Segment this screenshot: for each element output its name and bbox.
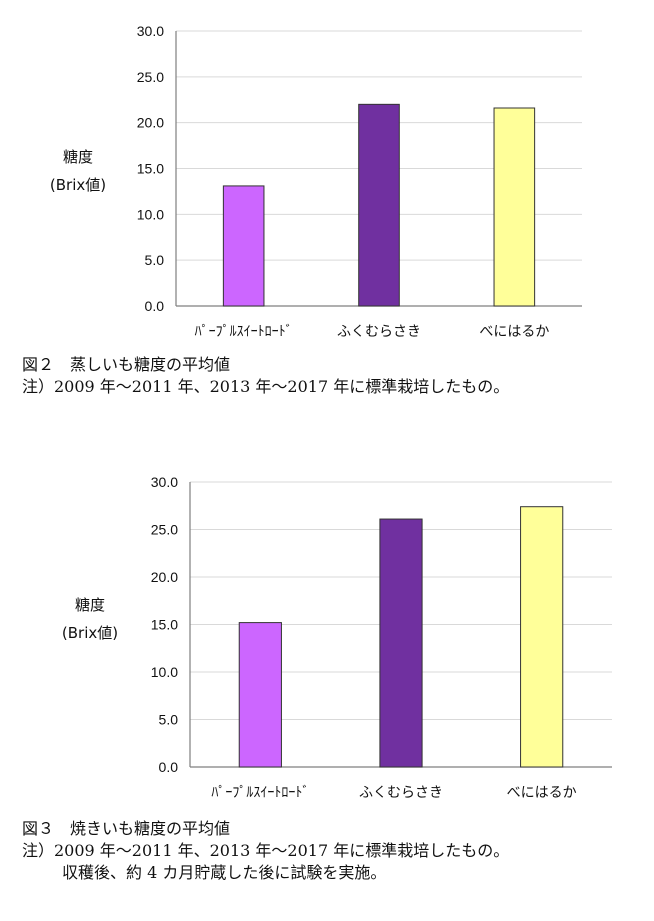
y-tick-label: 15.0 [151, 617, 178, 633]
bar-3 [520, 506, 564, 768]
y-tick-label: 30.0 [151, 474, 178, 490]
y-tick-label: 20.0 [151, 569, 178, 585]
chart-steamed-sugar: 0.0 5.0 10.0 15.0 20.0 25.0 30.0 糖度 (Brix値) ﾊﾟｰﾌﾟ… [50, 23, 582, 340]
figure3-title: 焼きいも糖度の平均値 [70, 819, 231, 838]
figure3-note-1: 注）2009 年～2011 年、2013 年～2017 年に標準栽培したもの。 [22, 841, 510, 860]
figure3-note-2: 収穫後、約 4 カ月貯蔵した後に試験を実施。 [62, 863, 387, 882]
figure3-caption: 図３ 焼きいも糖度の平均値 注）2009 年～2011 年、2013 年～201… [22, 818, 509, 884]
y-axis-label: 糖度 [63, 148, 93, 166]
y-axis-label: 糖度 [75, 596, 105, 614]
x-category-label: ふくむらさき [359, 785, 443, 801]
x-category-label: べにはるか [479, 324, 549, 340]
figure2-caption: 図２ 蒸しいも糖度の平均値 注）2009 年～2011 年、2013 年～201… [22, 354, 509, 398]
y-tick-label: 25.0 [151, 522, 178, 538]
y-tick-label: 0.0 [159, 759, 179, 775]
y-tick-label: 30.0 [137, 23, 164, 39]
y-tick-label: 15.0 [137, 161, 164, 177]
y-tick-label: 25.0 [137, 69, 164, 85]
figure3-label: 図３ [22, 819, 55, 838]
x-category-label: ﾊﾟｰﾌﾟﾙｽｲｰﾄﾛｰﾄﾞ [195, 324, 293, 340]
x-category-label: ふくむらさき [337, 324, 421, 340]
x-category-label: べにはるか [507, 785, 577, 801]
bar-2 [379, 518, 423, 768]
x-category-label: ﾊﾟｰﾌﾟﾙｽｲｰﾄﾛｰﾄﾞ [211, 785, 309, 801]
y-tick-label: 10.0 [151, 664, 178, 680]
bar-1 [222, 185, 265, 307]
bar-1 [238, 622, 282, 768]
figure2-label: 図２ [22, 355, 55, 374]
y-tick-label: 20.0 [137, 115, 164, 131]
y-axis-label: (Brix値) [50, 176, 106, 194]
bar-2 [358, 103, 400, 307]
figure2-title: 蒸しいも糖度の平均値 [70, 355, 231, 374]
y-tick-label: 10.0 [137, 206, 164, 222]
y-axis-label: (Brix値) [62, 624, 118, 642]
bar-3 [493, 107, 536, 307]
y-tick-label: 0.0 [145, 298, 165, 314]
y-tick-label: 5.0 [145, 252, 165, 268]
figure2-note: 注）2009 年～2011 年、2013 年～2017 年に標準栽培したもの。 [22, 377, 510, 396]
chart-baked-sugar: 0.0 5.0 10.0 15.0 20.0 25.0 30.0 糖度 (Brix値) ﾊﾟｰﾌﾟ… [62, 474, 612, 801]
y-tick-label: 5.0 [159, 712, 179, 728]
